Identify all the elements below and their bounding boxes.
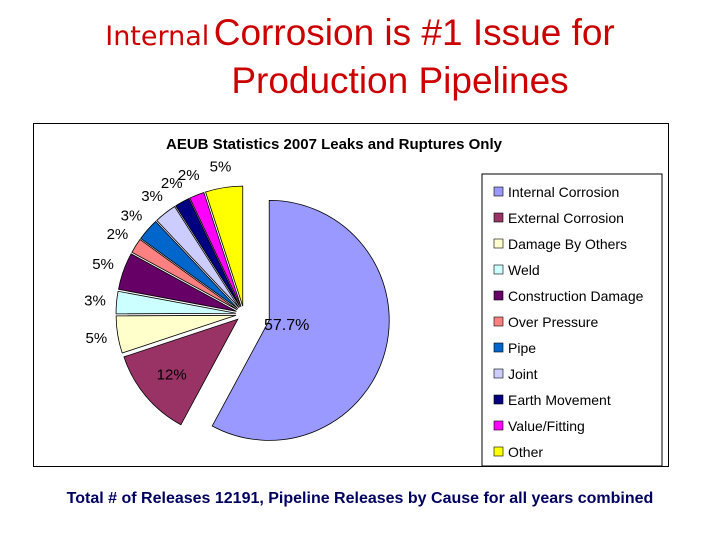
pie-slices <box>115 185 390 441</box>
pie-slice-damage-by-others <box>115 314 237 354</box>
title-rest: Corrosion is #1 Issue for <box>213 12 615 53</box>
title-word-internal: Internal <box>105 21 210 52</box>
slide-title-line-2: Production Pipelines <box>231 60 569 101</box>
legend-swatch <box>493 420 504 431</box>
legend-swatch <box>493 446 504 457</box>
pie-slice-over-pressure <box>131 238 238 311</box>
pie-slice-pipe <box>140 220 239 310</box>
data-label-internal-corrosion: 57.7% <box>264 317 309 334</box>
data-label-value-fitting: 2% <box>178 167 200 184</box>
legend-label: Damage By Others <box>508 236 627 252</box>
chart-frame: AEUB Statistics 2007 Leaks and Ruptures … <box>33 123 669 467</box>
legend-label: Construction Damage <box>508 288 644 304</box>
data-label-construction-damage: 5% <box>92 256 114 273</box>
data-label-pipe: 3% <box>121 207 143 224</box>
pie-slice-construction-damage <box>118 253 237 312</box>
legend-swatch <box>493 212 504 223</box>
slide-caption: Total # of Releases 12191, Pipeline Rele… <box>66 490 654 507</box>
data-label-joint: 3% <box>141 188 163 205</box>
chart-legend: Internal Corrosion External Corrosion Dama… <box>481 173 663 467</box>
legend-swatch <box>493 238 504 249</box>
pie-slice-external-corrosion <box>123 318 239 426</box>
data-label-earth-movement: 2% <box>161 175 183 192</box>
data-label-damage-by-others: 5% <box>86 330 108 347</box>
legend-label: Joint <box>508 366 538 382</box>
legend-swatch <box>493 342 504 353</box>
legend-label: Pipe <box>508 340 536 356</box>
legend-label: Internal Corrosion <box>508 184 619 200</box>
pie-slice-weld <box>115 290 237 315</box>
pie-slice-joint <box>156 205 240 308</box>
data-label-weld: 3% <box>84 293 106 310</box>
legend-swatch <box>493 316 504 327</box>
pie-data-labels: 57.7%12%5%3%5%2%3%3%2%2%5% <box>84 158 309 383</box>
legend-label: Weld <box>508 262 540 278</box>
pie-slice-earth-movement <box>175 197 241 308</box>
pie-chart: AEUB Statistics 2007 Leaks and Ruptures … <box>84 136 663 467</box>
legend-swatch <box>493 264 504 275</box>
pie-slice-value-fitting <box>189 191 242 307</box>
legend-swatch <box>493 186 504 197</box>
legend-box <box>481 173 663 467</box>
slide-title-line-1: Internal Corrosion is #1 Issue for <box>0 12 720 56</box>
data-label-over-pressure: 2% <box>107 226 129 243</box>
legend-swatch <box>493 394 504 405</box>
legend-label: Value/Fitting <box>508 418 585 434</box>
legend-swatch <box>493 290 504 301</box>
chart-title: AEUB Statistics 2007 Leaks and Ruptures … <box>166 136 503 153</box>
legend-label: Other <box>508 444 543 460</box>
legend-label: Earth Movement <box>508 392 611 408</box>
legend-label: External Corrosion <box>508 210 624 226</box>
pie-slice-internal-corrosion <box>211 199 390 441</box>
legend-label: Over Pressure <box>508 314 598 330</box>
pie-slice-other <box>205 185 244 307</box>
data-label-other: 5% <box>210 158 232 175</box>
data-label-external-corrosion: 12% <box>157 367 187 384</box>
legend-swatch <box>493 368 504 379</box>
